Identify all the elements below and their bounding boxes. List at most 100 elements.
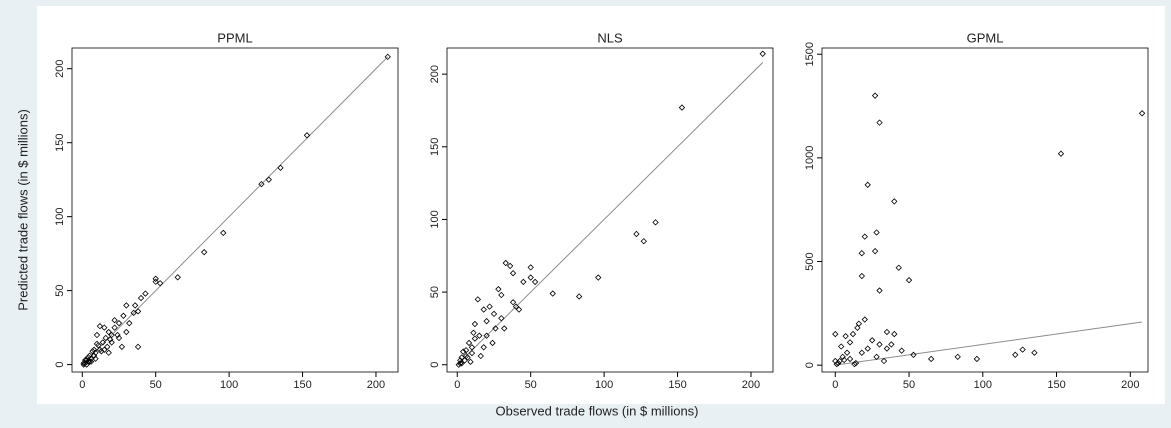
reference-line bbox=[456, 62, 764, 366]
data-point bbox=[467, 358, 474, 365]
y-tick-label: 0 bbox=[804, 362, 816, 368]
data-point bbox=[462, 347, 470, 354]
x-tick-label: 100 bbox=[595, 379, 613, 391]
data-point bbox=[84, 354, 92, 361]
data-point bbox=[640, 238, 647, 245]
data-point bbox=[123, 328, 130, 336]
data-point bbox=[130, 309, 137, 316]
data-point bbox=[200, 248, 208, 256]
data-point bbox=[126, 320, 133, 327]
data-point bbox=[678, 104, 686, 111]
data-point bbox=[1012, 351, 1019, 358]
panel-title: GPML bbox=[967, 30, 1004, 45]
data-point bbox=[880, 357, 888, 365]
y-tick-label: 200 bbox=[54, 60, 66, 78]
data-point bbox=[1138, 110, 1146, 117]
y-tick-label: 50 bbox=[54, 285, 66, 297]
panel-title: NLS bbox=[597, 30, 623, 45]
data-point bbox=[93, 331, 101, 339]
data-point bbox=[483, 317, 490, 325]
data-point bbox=[883, 328, 891, 336]
data-point bbox=[461, 357, 468, 364]
data-point bbox=[495, 286, 502, 293]
data-point bbox=[111, 324, 118, 331]
data-point bbox=[1057, 150, 1065, 157]
data-point bbox=[871, 92, 879, 99]
y-tick-label: 100 bbox=[54, 207, 66, 225]
data-point bbox=[839, 353, 846, 361]
data-point bbox=[840, 356, 848, 364]
y-tick-label: 0 bbox=[429, 362, 441, 368]
data-point bbox=[455, 361, 462, 368]
data-point bbox=[489, 339, 496, 347]
data-point bbox=[843, 349, 851, 356]
data-point bbox=[104, 343, 111, 351]
x-tick-label: 200 bbox=[1121, 379, 1139, 391]
data-point bbox=[87, 355, 95, 362]
data-point bbox=[575, 293, 583, 300]
data-point bbox=[80, 361, 87, 368]
data-point bbox=[115, 320, 123, 327]
data-point bbox=[220, 229, 227, 237]
x-tick-label: 100 bbox=[974, 379, 992, 391]
y-tick-label: 500 bbox=[804, 252, 816, 270]
data-point bbox=[954, 353, 961, 361]
y-axis-label: Predicted trade flows (in $ millions) bbox=[15, 109, 30, 311]
data-point bbox=[492, 325, 499, 332]
reference-line bbox=[835, 321, 1143, 366]
data-point bbox=[849, 330, 857, 338]
data-point bbox=[265, 176, 272, 183]
data-point bbox=[973, 355, 981, 363]
y-tick-label: 1000 bbox=[804, 146, 816, 170]
data-point bbox=[833, 360, 840, 368]
x-tick-label: 150 bbox=[293, 379, 311, 391]
data-point bbox=[303, 132, 311, 139]
data-point bbox=[86, 358, 93, 365]
data-point bbox=[871, 247, 879, 255]
x-tick-label: 0 bbox=[79, 379, 85, 391]
data-point bbox=[861, 233, 868, 240]
data-point bbox=[873, 229, 880, 236]
data-point bbox=[512, 303, 520, 310]
data-point bbox=[876, 119, 883, 126]
data-point bbox=[108, 331, 115, 339]
panel-frame bbox=[446, 47, 774, 373]
data-point bbox=[898, 347, 905, 354]
data-point bbox=[858, 250, 865, 257]
data-point bbox=[114, 331, 121, 339]
data-point bbox=[468, 344, 476, 351]
panel-title: PPML bbox=[217, 30, 252, 45]
data-point bbox=[118, 343, 126, 351]
data-point bbox=[90, 352, 98, 359]
data-point bbox=[89, 348, 96, 355]
data-point bbox=[873, 353, 880, 361]
y-tick-label: 0 bbox=[54, 362, 66, 368]
data-point bbox=[842, 332, 849, 340]
data-point bbox=[84, 358, 92, 365]
x-tick-label: 200 bbox=[367, 379, 385, 391]
data-point bbox=[384, 53, 391, 61]
data-point bbox=[846, 355, 854, 363]
data-point bbox=[476, 332, 483, 339]
x-tick-label: 50 bbox=[525, 379, 537, 391]
data-point bbox=[846, 339, 854, 346]
data-point bbox=[474, 296, 482, 303]
x-tick-label: 150 bbox=[1047, 379, 1065, 391]
x-tick-label: 200 bbox=[742, 379, 760, 391]
data-point bbox=[549, 290, 556, 297]
data-point bbox=[465, 339, 473, 347]
x-tick-label: 0 bbox=[832, 379, 838, 391]
data-point bbox=[520, 278, 527, 286]
data-point bbox=[832, 357, 839, 365]
data-point bbox=[506, 262, 514, 270]
data-point bbox=[96, 322, 104, 330]
y-tick-label: 1500 bbox=[804, 42, 816, 66]
y-tick-label: 100 bbox=[429, 210, 441, 228]
data-point bbox=[471, 335, 479, 342]
data-point bbox=[134, 343, 142, 351]
data-point bbox=[152, 275, 159, 282]
data-point bbox=[527, 264, 534, 271]
data-point bbox=[480, 344, 487, 351]
data-point bbox=[142, 290, 149, 297]
x-axis-label: Observed trade flows (in $ millions) bbox=[495, 403, 698, 418]
